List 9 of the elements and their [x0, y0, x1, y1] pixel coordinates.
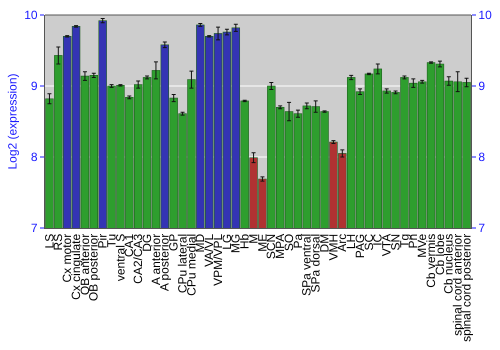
y-tick-label: 8	[30, 150, 38, 164]
y-axis-title: Log2 (expression)	[6, 73, 20, 170]
y2-tick-label: 8	[478, 150, 486, 164]
y2-tick-label: 10	[478, 8, 492, 22]
y-tick-label: 9	[30, 79, 38, 94]
y-tick-label: 7	[30, 221, 38, 236]
y2-tick-label: 7	[478, 221, 486, 236]
y2-tick-label: 9	[478, 79, 486, 94]
y-tick-label: 10	[24, 8, 38, 22]
